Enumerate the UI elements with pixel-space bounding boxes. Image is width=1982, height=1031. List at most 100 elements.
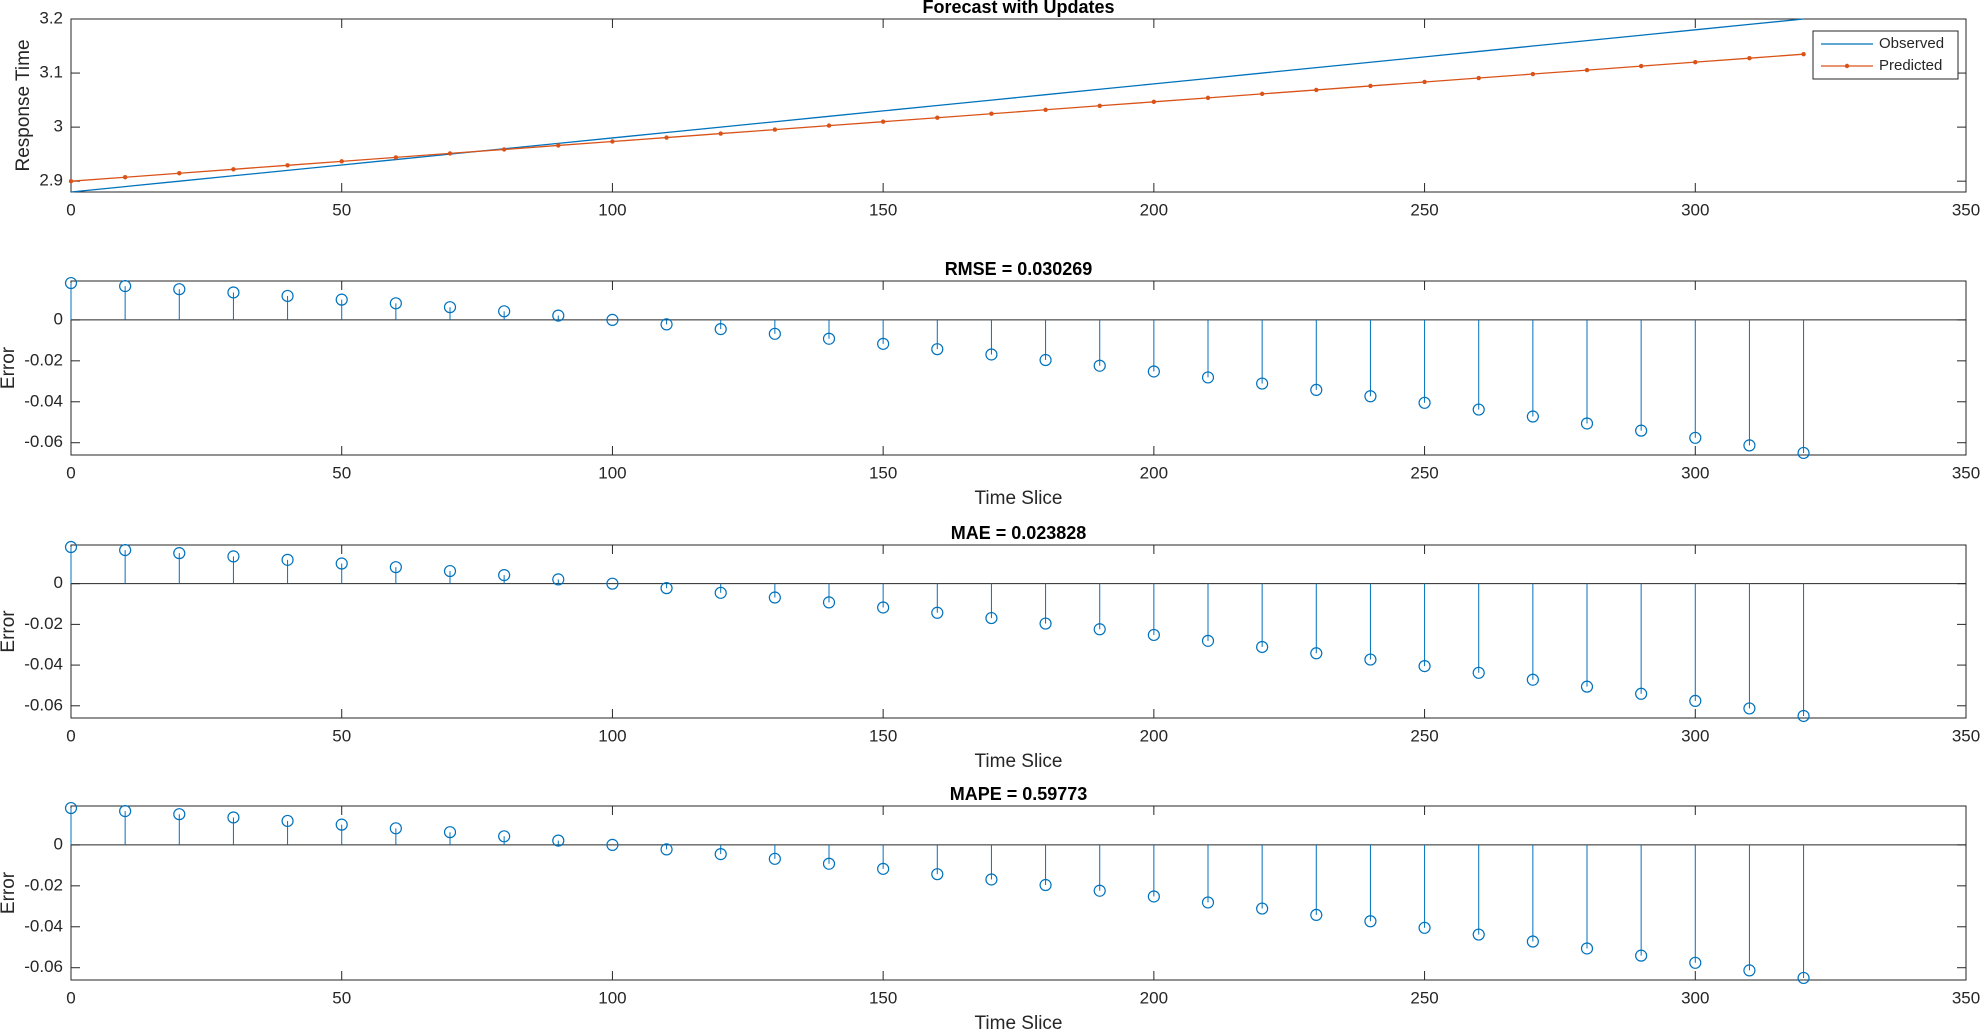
stem-marker [1418, 921, 1431, 934]
stem-marker [985, 348, 998, 361]
stem-marker [822, 596, 836, 609]
chart-title: MAE = 0.023828 [951, 523, 1087, 543]
stem-marker [389, 822, 402, 835]
axes-box [70, 18, 1967, 193]
stem-marker [1256, 902, 1269, 915]
stem-marker [660, 582, 673, 595]
series-point [339, 159, 344, 164]
stem-marker [931, 868, 944, 881]
x-tick-label: 250 [1410, 463, 1438, 482]
x-tick-label: 300 [1681, 463, 1709, 482]
x-tick-label: 50 [332, 200, 351, 219]
stem-marker [227, 286, 240, 299]
stem-marker [1147, 628, 1160, 642]
x-tick-label: 100 [598, 463, 626, 482]
stem-marker [606, 838, 619, 851]
stem-marker [64, 801, 78, 815]
stem-marker [1797, 709, 1810, 723]
stem-marker [660, 843, 673, 856]
stem-marker [498, 830, 511, 843]
stem-marker [281, 814, 294, 828]
y-axis-label: Error [0, 346, 19, 389]
series-point [1151, 99, 1157, 105]
stem-marker [1147, 890, 1160, 903]
stem-marker [498, 305, 511, 318]
stem-marker [1364, 915, 1377, 928]
x-tick-label: 0 [66, 463, 75, 482]
x-tick-label: 250 [1410, 988, 1438, 1007]
stem-marker [335, 818, 348, 831]
x-tick-label: 150 [869, 463, 897, 482]
stem-marker [1256, 640, 1269, 654]
chart-title: RMSE = 0.030269 [945, 259, 1093, 279]
stem-marker [1580, 942, 1594, 955]
x-tick-label: 200 [1140, 988, 1168, 1007]
y-tick-label: 3.1 [39, 63, 63, 82]
y-axis-label: Error [0, 871, 19, 914]
series-point [1097, 103, 1102, 108]
stem-marker [877, 862, 890, 875]
stem-marker [1147, 365, 1160, 378]
stem-marker [822, 332, 836, 345]
stem-marker [173, 808, 186, 821]
series-line [70, 18, 1804, 193]
stem-marker [119, 543, 132, 557]
y-axis-label: Response Time [13, 39, 34, 171]
y-tick-label: -0.06 [24, 957, 63, 976]
x-tick-label: 100 [598, 726, 626, 745]
stem-marker [227, 811, 240, 824]
stem-marker [552, 309, 565, 322]
stem-marker [1526, 673, 1539, 686]
y-tick-label: -0.04 [24, 916, 63, 935]
series-point [1693, 59, 1698, 65]
stem-marker [335, 293, 348, 306]
stem-marker [1418, 659, 1431, 673]
axes-box [70, 805, 1967, 981]
series-point [285, 163, 290, 168]
x-tick-label: 300 [1681, 726, 1709, 745]
stem-marker [1310, 383, 1323, 397]
stem-marker [714, 323, 727, 336]
series-point [826, 123, 832, 128]
stem-marker [1093, 359, 1106, 372]
y-tick-label: -0.02 [24, 350, 63, 369]
series-point [1422, 79, 1427, 85]
stem-marker [281, 289, 294, 303]
y-tick-label: 0 [54, 309, 63, 328]
x-tick-label: 100 [598, 988, 626, 1007]
x-tick-label: 350 [1952, 726, 1980, 745]
x-tick-label: 0 [66, 726, 75, 745]
x-tick-label: 200 [1140, 200, 1168, 219]
y-tick-label: 3 [54, 117, 63, 136]
stem-marker [1201, 371, 1215, 384]
legend: Observed Predicted [1812, 30, 1959, 80]
stem-marker [768, 327, 781, 340]
stem-marker [1201, 896, 1215, 909]
x-tick-label: 350 [1952, 200, 1980, 219]
stem-marker [443, 564, 457, 578]
x-axis-label: Time Slice [975, 488, 1063, 509]
stem-marker [1689, 956, 1702, 969]
subplot: 0 50 100 150 200 250 300 350 -0.06 -0.04 -0.02 0 MAE… [0, 523, 1980, 772]
y-tick-label: 2.9 [39, 171, 63, 190]
stem-marker [552, 573, 565, 586]
stem-marker [1472, 666, 1485, 679]
y-tick-label: -0.04 [24, 655, 63, 674]
series-point [989, 111, 994, 116]
y-tick-label: -0.06 [24, 695, 63, 714]
stem-marker [1039, 617, 1052, 630]
stem-marker [931, 606, 944, 619]
stem-marker [1201, 634, 1215, 647]
subplot: 0 50 100 150 200 250 300 350 2.9 3 3.1 3.2 Forecast … [13, 0, 1980, 219]
stem-marker [931, 343, 944, 356]
x-tick-label: 0 [66, 200, 75, 219]
series-point [1584, 67, 1590, 73]
stem-marker [1472, 928, 1485, 941]
chart-title: Forecast with Updates [922, 0, 1114, 17]
y-tick-label: -0.04 [24, 391, 63, 410]
stem-marker [1526, 935, 1539, 948]
stem-marker [1689, 694, 1702, 708]
stem-marker [1310, 647, 1323, 660]
series-point [1747, 55, 1752, 61]
